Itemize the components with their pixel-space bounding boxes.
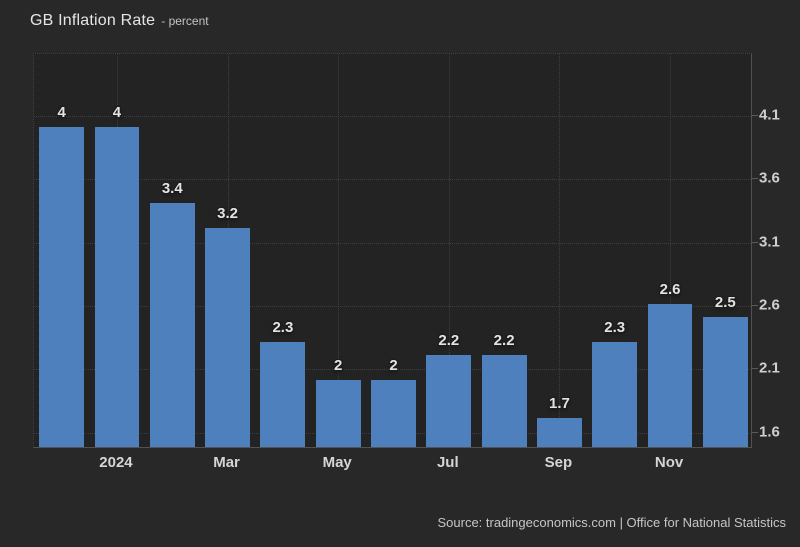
- x-tick-label: Sep: [544, 454, 573, 471]
- bar: [371, 379, 416, 447]
- x-tick-label: Jul: [436, 454, 459, 471]
- bar: [315, 379, 361, 447]
- bar: [702, 316, 748, 447]
- chart-title: GB Inflation Rate: [30, 12, 156, 29]
- bar-value-label: 2.2: [438, 331, 460, 349]
- bar: [205, 227, 250, 447]
- y-axis-tick: [752, 304, 758, 306]
- chart-header: GB Inflation Rate - percent: [30, 12, 209, 30]
- bar: [481, 354, 527, 447]
- bar: [149, 202, 195, 447]
- bar: [94, 126, 140, 447]
- y-tick-label: 2.1: [759, 359, 780, 377]
- bar: [39, 126, 85, 447]
- x-tick-label: Nov: [654, 454, 684, 471]
- bar: [592, 341, 638, 447]
- y-axis-tick: [752, 115, 758, 117]
- y-axis-tick: [752, 178, 758, 180]
- x-tick-label: May: [322, 454, 352, 471]
- y-axis-tick: [752, 368, 758, 370]
- v-gridline: [448, 54, 450, 447]
- bar-value-label: 4: [57, 103, 66, 121]
- v-gridline: [559, 54, 561, 447]
- chart-subtitle: - percent: [161, 14, 209, 28]
- x-tick-label: Mar: [213, 454, 240, 471]
- bar: [537, 417, 582, 447]
- h-gridline: [34, 369, 751, 371]
- y-tick-label: 1.6: [759, 423, 780, 441]
- bar: [426, 354, 472, 447]
- v-gridline: [670, 54, 672, 447]
- y-tick-label: 2.6: [759, 296, 780, 314]
- h-gridline: [34, 305, 751, 307]
- bar-value-label: 2.6: [659, 280, 681, 298]
- bar-value-label: 2.3: [272, 318, 294, 336]
- y-axis-tick: [752, 431, 758, 433]
- bar-value-label: 4: [112, 103, 122, 121]
- y-tick-label: 3.6: [759, 169, 780, 187]
- y-axis-tick: [752, 241, 758, 243]
- bar-value-label: 2.5: [714, 293, 736, 311]
- bar-value-label: 2: [334, 356, 343, 374]
- bar: [647, 303, 693, 447]
- h-gridline: [34, 116, 751, 118]
- v-gridline: [338, 54, 340, 447]
- source-credit: Source: tradingeconomics.com | Office fo…: [437, 515, 786, 530]
- h-gridline: [34, 179, 751, 181]
- bar-value-label: 3.2: [217, 204, 238, 222]
- bar-value-label: 2.2: [493, 331, 515, 349]
- h-gridline: [34, 242, 751, 244]
- y-tick-label: 4.1: [759, 106, 780, 124]
- bar-value-label: 3.4: [161, 179, 183, 197]
- x-tick-label: 2024: [99, 454, 133, 471]
- plot-area: 4 4 3.4 3.2 2.3 2 2 2.2 2.2 1.7 2.3 2.6 2.5: [33, 53, 752, 448]
- bar: [260, 341, 306, 447]
- y-tick-label: 3.1: [759, 233, 780, 251]
- bar-value-label: 1.7: [548, 394, 570, 412]
- bar-value-label: 2: [389, 356, 398, 374]
- bar-value-label: 2.3: [604, 318, 626, 336]
